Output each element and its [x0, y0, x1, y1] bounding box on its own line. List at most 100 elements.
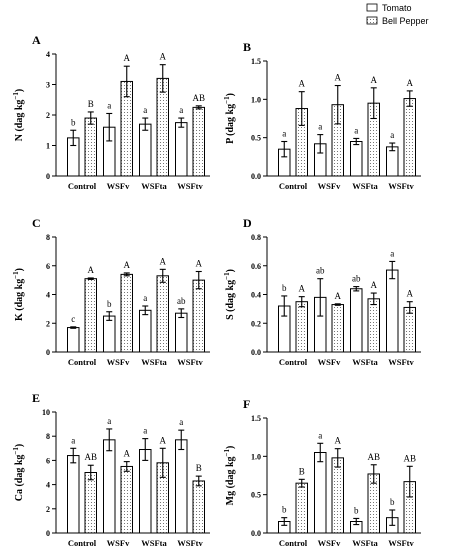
bar	[67, 327, 80, 353]
bar	[175, 439, 188, 534]
significance-letter: A	[160, 256, 167, 266]
bar	[192, 480, 205, 534]
legend-label-tomato: Tomato	[382, 3, 412, 13]
y-tick-label: 3	[46, 81, 50, 90]
category-label: Control	[68, 538, 97, 548]
significance-letter: c	[71, 314, 75, 324]
y-label-exponent: −1	[223, 448, 231, 456]
bar	[192, 106, 205, 177]
significance-letter: A	[407, 289, 414, 299]
significance-letter: a	[107, 416, 111, 426]
y-tick-label: 4	[46, 481, 50, 490]
significance-letter: A	[160, 435, 167, 445]
category-label: Control	[279, 181, 308, 191]
category-label: WSFta	[352, 181, 378, 191]
panel-b: B 0.0 0.5 1.0 1.5 P (dag kg−1) Control a A WSFv a A…	[223, 40, 421, 191]
category-label: Control	[279, 538, 308, 548]
significance-letter: ab	[177, 296, 186, 306]
significance-letter: b	[354, 505, 359, 515]
category-label: WSFv	[107, 538, 130, 548]
panel-letter: E	[32, 391, 40, 405]
significance-letter: AB	[84, 452, 97, 462]
significance-letter: AB	[192, 93, 205, 103]
significance-letter: AB	[367, 452, 380, 462]
bar	[84, 278, 97, 353]
y-tick-label: 0.2	[251, 319, 261, 328]
significance-letter: B	[299, 466, 305, 476]
y-label-exponent: −1	[12, 271, 20, 279]
significance-letter: ab	[316, 266, 325, 276]
y-tick-label: 0.6	[251, 262, 261, 271]
y-axis-label: Ca (dag kg−1)	[12, 444, 25, 502]
category-label: Control	[279, 357, 308, 367]
panel-d: D 0.0 0.2 0.4 0.6 0.8 S (dag kg−1) Control b A WSF…	[223, 216, 421, 367]
y-label-element: K	[14, 311, 25, 321]
significance-letter: A	[371, 75, 378, 85]
y-tick-label: 0.8	[251, 233, 261, 242]
significance-letter: a	[143, 293, 147, 303]
y-tick-label: 0.0	[251, 529, 261, 538]
category-label: WSFv	[107, 181, 130, 191]
bar	[84, 472, 97, 534]
significance-letter: A	[299, 284, 306, 294]
category-label: WSFtv	[388, 181, 414, 191]
bar	[350, 288, 363, 353]
y-tick-label: 6	[46, 262, 50, 271]
significance-letter: a	[143, 105, 147, 115]
bar	[403, 98, 416, 177]
significance-letter: a	[179, 105, 183, 115]
bar	[386, 269, 399, 353]
bar	[156, 275, 169, 353]
y-tick-label: 0.5	[251, 134, 261, 143]
category-label: WSFv	[107, 357, 130, 367]
category-label: WSFta	[352, 538, 378, 548]
category-label: WSFtv	[388, 357, 414, 367]
bar	[120, 273, 133, 353]
y-label-unit: (dag kg	[14, 100, 25, 132]
category-label: Control	[68, 357, 97, 367]
significance-letter: a	[390, 130, 394, 140]
y-tick-label: 10	[42, 408, 50, 417]
bar	[156, 77, 169, 177]
bar	[331, 304, 344, 353]
significance-letter: a	[282, 129, 286, 139]
category-label: WSFv	[318, 538, 341, 548]
y-label-exponent: −1	[223, 272, 231, 280]
y-label-close: )	[14, 444, 25, 447]
significance-letter: A	[299, 79, 306, 89]
category-label: WSFtv	[177, 538, 203, 548]
bar	[103, 439, 116, 534]
y-label-exponent: −1	[12, 447, 20, 455]
y-label-element: P	[225, 136, 236, 144]
y-tick-label: 1.5	[251, 57, 261, 66]
bar	[350, 141, 363, 177]
bar	[192, 279, 205, 353]
significance-letter: A	[196, 259, 203, 269]
y-tick-label: 0.4	[251, 291, 261, 300]
panel-f: F 0.0 0.5 1.0 1.5 Mg (dag kg−1) Control b B WSFv a…	[223, 397, 421, 548]
y-tick-label: 1.0	[251, 452, 261, 461]
y-tick-label: 1	[46, 142, 50, 151]
bar	[139, 449, 152, 534]
significance-letter: b	[107, 299, 112, 309]
y-tick-label: 2	[46, 505, 50, 514]
y-tick-label: 0	[46, 348, 50, 357]
y-label-close: )	[14, 268, 25, 271]
legend-swatch-tomato	[366, 3, 378, 12]
category-label: WSFta	[141, 538, 167, 548]
legend-label-bell-pepper: Bell Pepper	[382, 16, 429, 26]
significance-letter: a	[179, 417, 183, 427]
y-label-close: )	[225, 93, 236, 96]
bar	[175, 312, 188, 353]
y-label-unit: (dag kg	[14, 455, 25, 487]
significance-letter: A	[335, 291, 342, 301]
significance-letter: A	[407, 78, 414, 88]
significance-letter: A	[371, 280, 378, 290]
bar	[331, 457, 344, 534]
legend-swatch-bell-pepper	[366, 16, 378, 25]
y-label-unit: (dag kg	[225, 456, 236, 488]
significance-letter: a	[71, 435, 75, 445]
panel-c: C 0 2 4 6 8 K (dag kg−1) Control c A WSFv b A WSFta a A…	[12, 216, 210, 367]
